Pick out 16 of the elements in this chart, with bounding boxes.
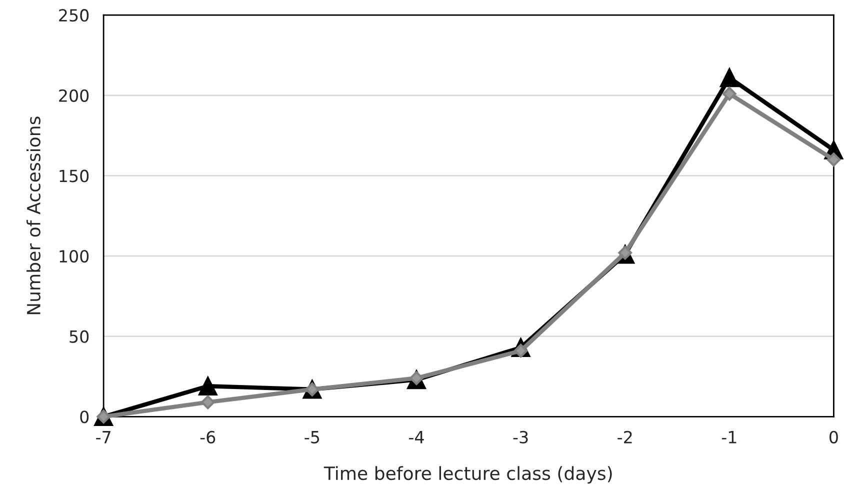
- y-tick-label: 0: [80, 410, 89, 424]
- y-tick-label: 200: [59, 89, 89, 102]
- x-tick-label: 0: [830, 430, 838, 444]
- y-tick-label: 100: [60, 250, 89, 263]
- x-tick-label: -1: [722, 431, 736, 444]
- y-axis-title: Number of Accessions: [26, 116, 40, 314]
- y-tick-label: 50: [70, 330, 89, 343]
- x-tick-label: -7: [96, 431, 110, 444]
- x-tick-label: -2: [618, 430, 632, 444]
- y-tick-label: 150: [60, 170, 89, 182]
- x-tick-label: -4: [409, 431, 424, 444]
- x-tick-label: -6: [200, 430, 216, 444]
- y-tick-label: 250: [59, 9, 89, 22]
- x-tick-label: -3: [513, 430, 528, 444]
- x-tick-label: -5: [304, 431, 320, 444]
- x-axis-title: Time before lecture class (days): [324, 466, 612, 484]
